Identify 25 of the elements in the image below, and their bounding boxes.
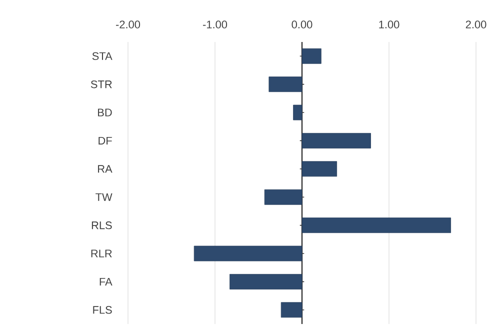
bar [302, 161, 338, 177]
bar [280, 302, 302, 318]
x-tick-label: 2.00 [466, 20, 486, 28]
y-tick-label: RLS [92, 221, 112, 230]
bar [268, 76, 302, 92]
y-tick-label: RLR [91, 250, 112, 258]
y-tick-label: TW [96, 193, 112, 201]
y-tick-label: FLS [93, 306, 112, 314]
x-tick-label: -2.00 [116, 20, 140, 28]
x-tick-label: -1.00 [202, 20, 228, 28]
bar [264, 189, 302, 205]
bar [194, 246, 302, 262]
y-tick-label: FA [100, 278, 112, 286]
y-tick-label: RA [98, 165, 112, 173]
bar [302, 218, 451, 234]
y-tick-label: DF [98, 136, 112, 144]
y-tick-label: STR [90, 80, 112, 88]
y-tick-label: STA [92, 52, 112, 60]
bar [302, 133, 371, 148]
bar [302, 48, 322, 64]
y-tick-label: BD [98, 108, 112, 116]
x-tick-label: 1.00 [379, 20, 400, 28]
bar [230, 274, 302, 290]
bar [293, 104, 302, 120]
x-tick-label: 0.00 [292, 20, 312, 28]
